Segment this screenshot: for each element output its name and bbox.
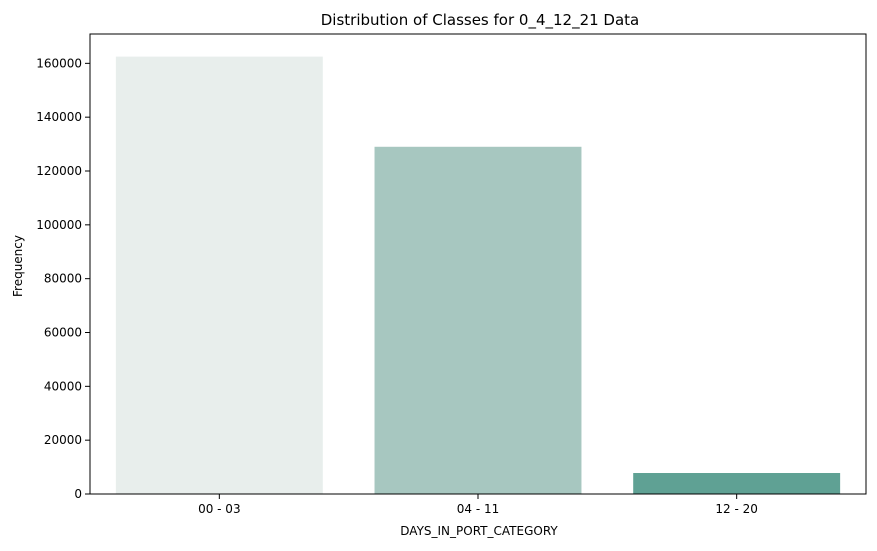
y-tick-label-4: 80000 — [44, 272, 82, 286]
bar-2 — [374, 146, 582, 494]
y-tick-label-0: 0 — [74, 487, 82, 501]
y-axis-label: Frequency — [11, 235, 25, 297]
y-tick-label-6: 120000 — [36, 164, 82, 178]
x-tick-label-0: 00 - 03 — [198, 502, 241, 516]
y-tick-label-3: 60000 — [44, 326, 82, 340]
y-tick-label-1: 20000 — [44, 433, 82, 447]
y-tick-label-7: 140000 — [36, 110, 82, 124]
y-tick-label-5: 100000 — [36, 218, 82, 232]
chart-title: Distribution of Classes for 0_4_12_21 Da… — [321, 11, 640, 30]
x-axis-label: DAYS_IN_PORT_CATEGORY — [400, 524, 558, 538]
axes-frame — [89, 33, 867, 495]
y-tick-label-2: 40000 — [44, 379, 82, 393]
bar-1 — [115, 56, 323, 495]
plot-area: 0 20000 40000 60000 80000 100000 120000 140000 1… — [36, 33, 867, 516]
x-tick-label-2: 12 - 20 — [715, 502, 758, 516]
bar-3 — [633, 473, 841, 494]
y-tick-label-8: 160000 — [36, 56, 82, 70]
x-tick-label-1: 04 - 11 — [457, 502, 500, 516]
